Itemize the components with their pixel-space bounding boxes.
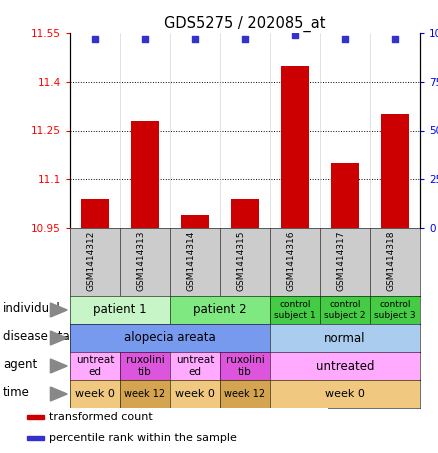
Bar <box>331 163 359 228</box>
Title: GDS5275 / 202085_at: GDS5275 / 202085_at <box>164 15 326 32</box>
Bar <box>27 436 44 439</box>
Text: normal: normal <box>324 332 366 344</box>
Text: GSM1414317: GSM1414317 <box>336 230 345 290</box>
Text: ruxolini
tib: ruxolini tib <box>126 355 164 377</box>
Point <box>141 35 148 43</box>
Point <box>241 35 248 43</box>
Text: week 0: week 0 <box>325 389 365 399</box>
Text: transformed count: transformed count <box>49 412 153 422</box>
Text: untreat
ed: untreat ed <box>76 355 114 377</box>
Text: patient 2: patient 2 <box>193 304 247 317</box>
Text: control
subject 2: control subject 2 <box>324 300 366 320</box>
Text: agent: agent <box>3 358 37 371</box>
Bar <box>231 199 259 228</box>
Text: GSM1414315: GSM1414315 <box>236 230 245 290</box>
Point <box>92 35 99 43</box>
Text: untreated: untreated <box>316 360 374 372</box>
Point <box>392 35 399 43</box>
Text: GSM1414313: GSM1414313 <box>136 230 145 290</box>
Polygon shape <box>50 303 67 317</box>
Text: GSM1414318: GSM1414318 <box>386 230 395 290</box>
Text: week 0: week 0 <box>175 389 215 399</box>
Text: GSM1414312: GSM1414312 <box>86 230 95 290</box>
Polygon shape <box>50 387 67 401</box>
Bar <box>81 199 109 228</box>
Bar <box>281 66 309 228</box>
Text: disease state: disease state <box>3 330 81 343</box>
Text: week 12: week 12 <box>124 389 166 399</box>
Text: control
subject 1: control subject 1 <box>274 300 316 320</box>
Text: ruxolini
tib: ruxolini tib <box>226 355 265 377</box>
Text: control
subject 3: control subject 3 <box>374 300 416 320</box>
Bar <box>27 415 44 419</box>
Text: patient 1: patient 1 <box>93 304 147 317</box>
Text: week 12: week 12 <box>224 389 265 399</box>
Bar <box>131 121 159 228</box>
Bar <box>381 114 409 228</box>
Polygon shape <box>50 359 67 373</box>
Text: GSM1414316: GSM1414316 <box>286 230 295 290</box>
Text: percentile rank within the sample: percentile rank within the sample <box>49 433 237 443</box>
Text: time: time <box>3 386 30 399</box>
Polygon shape <box>50 331 67 345</box>
Text: GSM1414314: GSM1414314 <box>186 230 195 290</box>
Text: individual: individual <box>3 302 60 315</box>
Text: alopecia areata: alopecia areata <box>124 332 216 344</box>
Text: week 0: week 0 <box>75 389 115 399</box>
Point <box>292 31 299 39</box>
Bar <box>181 215 209 228</box>
Text: untreat
ed: untreat ed <box>176 355 214 377</box>
Point <box>191 35 198 43</box>
Point <box>342 35 349 43</box>
